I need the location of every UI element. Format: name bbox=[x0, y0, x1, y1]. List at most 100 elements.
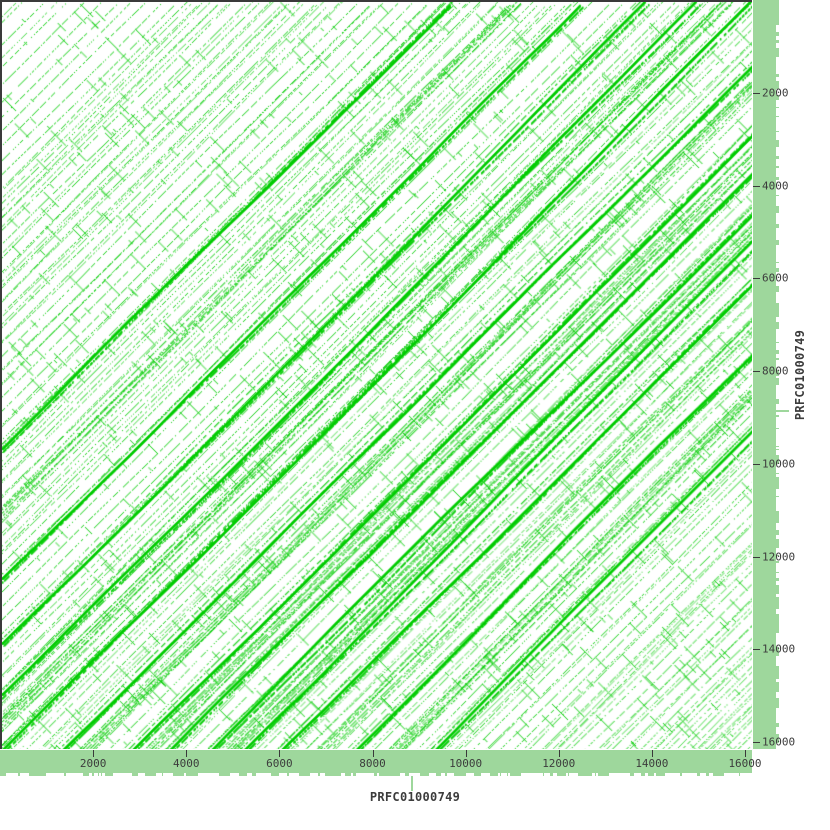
track-notch bbox=[776, 228, 779, 234]
track-notch bbox=[351, 773, 353, 776]
track-notch bbox=[776, 233, 779, 240]
x-tick-label: 10000 bbox=[449, 757, 483, 770]
track-notch bbox=[776, 138, 779, 140]
track-notch bbox=[628, 773, 630, 776]
track-notch bbox=[546, 773, 548, 776]
track-notch bbox=[99, 773, 101, 776]
track-notch bbox=[776, 474, 779, 477]
track-notch bbox=[776, 497, 779, 499]
track-notch bbox=[289, 773, 291, 776]
track-notch bbox=[776, 170, 779, 176]
x-tick-label: 14000 bbox=[635, 757, 669, 770]
track-notch bbox=[623, 773, 627, 776]
track-notch bbox=[776, 180, 779, 185]
track-notch bbox=[215, 773, 219, 776]
track-notch bbox=[776, 360, 779, 363]
y-tick-mark bbox=[753, 371, 760, 373]
x-tick-mark bbox=[186, 750, 188, 757]
track-notch bbox=[776, 257, 779, 262]
track-notch bbox=[294, 773, 299, 776]
track-notch bbox=[776, 523, 779, 530]
track-notch bbox=[776, 132, 779, 134]
x-tick-label: 2000 bbox=[79, 757, 107, 770]
track-notch bbox=[776, 609, 779, 614]
track-notch bbox=[416, 773, 420, 776]
track-notch bbox=[776, 25, 779, 29]
track-notch bbox=[448, 773, 451, 776]
track-notch bbox=[776, 393, 779, 399]
track-notch bbox=[21, 773, 28, 776]
track-notch bbox=[732, 773, 736, 776]
plot-area[interactable] bbox=[0, 0, 752, 749]
track-notch bbox=[200, 773, 206, 776]
track-notch bbox=[409, 773, 416, 776]
track-notch bbox=[199, 773, 203, 776]
track-notch bbox=[79, 773, 83, 776]
track-notch bbox=[776, 329, 779, 335]
y-axis-title: PRFC01000749 bbox=[790, 0, 810, 749]
track-notch bbox=[128, 773, 132, 776]
track-notch bbox=[501, 773, 505, 776]
track-notch bbox=[776, 333, 779, 338]
y-tick-mark bbox=[753, 185, 760, 187]
track-notch bbox=[73, 773, 76, 776]
track-notch bbox=[776, 581, 779, 585]
track-notch bbox=[776, 61, 779, 68]
track-notch bbox=[614, 773, 621, 776]
track-notch bbox=[521, 773, 525, 776]
track-notch bbox=[735, 773, 738, 776]
dotplot-canvas[interactable] bbox=[2, 2, 752, 749]
track-notch bbox=[776, 161, 779, 166]
track-notch bbox=[776, 535, 779, 539]
track-notch bbox=[776, 292, 779, 296]
track-notch bbox=[320, 773, 325, 776]
y-tick-mark bbox=[753, 92, 760, 94]
track-notch bbox=[570, 773, 577, 776]
track-notch bbox=[776, 343, 779, 347]
track-notch bbox=[256, 773, 259, 776]
x-tick-label: 8000 bbox=[359, 757, 386, 770]
track-notch bbox=[400, 773, 405, 776]
track-notch bbox=[536, 773, 541, 776]
track-notch bbox=[776, 253, 779, 259]
track-notch bbox=[776, 660, 779, 666]
track-notch bbox=[776, 114, 779, 116]
track-notch bbox=[11, 773, 18, 776]
y-tick-label: 14000 bbox=[762, 642, 796, 656]
track-notch bbox=[358, 773, 365, 776]
track-notch bbox=[377, 773, 379, 776]
track-notch bbox=[682, 773, 688, 776]
track-notch bbox=[776, 447, 779, 449]
track-notch bbox=[776, 108, 779, 111]
track-notch bbox=[776, 376, 779, 378]
track-notch bbox=[776, 569, 779, 572]
x-tick-mark bbox=[558, 750, 560, 757]
track-notch bbox=[776, 188, 779, 195]
x-tick-label: 4000 bbox=[173, 757, 200, 770]
track-notch bbox=[776, 556, 779, 561]
track-notch bbox=[508, 773, 510, 776]
track-notch bbox=[776, 126, 779, 129]
x-tick-mark bbox=[93, 750, 95, 757]
track-notch bbox=[700, 773, 706, 776]
track-notch bbox=[776, 274, 779, 277]
track-notch bbox=[429, 773, 435, 776]
y-axis-sequence-track bbox=[753, 0, 779, 751]
track-notch bbox=[776, 43, 779, 46]
track-notch bbox=[47, 773, 52, 776]
track-notch bbox=[156, 773, 160, 776]
track-notch bbox=[740, 773, 746, 776]
track-notch bbox=[776, 67, 779, 74]
track-notch bbox=[89, 773, 92, 776]
y-tick-label: 16000 bbox=[762, 735, 796, 749]
track-notch bbox=[776, 716, 779, 723]
track-notch bbox=[776, 732, 779, 734]
y-tick-mark bbox=[753, 278, 760, 280]
track-notch bbox=[776, 346, 779, 350]
track-notch bbox=[776, 404, 779, 408]
x-tick-mark bbox=[745, 750, 746, 757]
track-notch bbox=[776, 335, 779, 342]
x-tick-mark bbox=[651, 750, 653, 757]
track-notch bbox=[691, 773, 694, 776]
track-notch bbox=[140, 773, 143, 776]
